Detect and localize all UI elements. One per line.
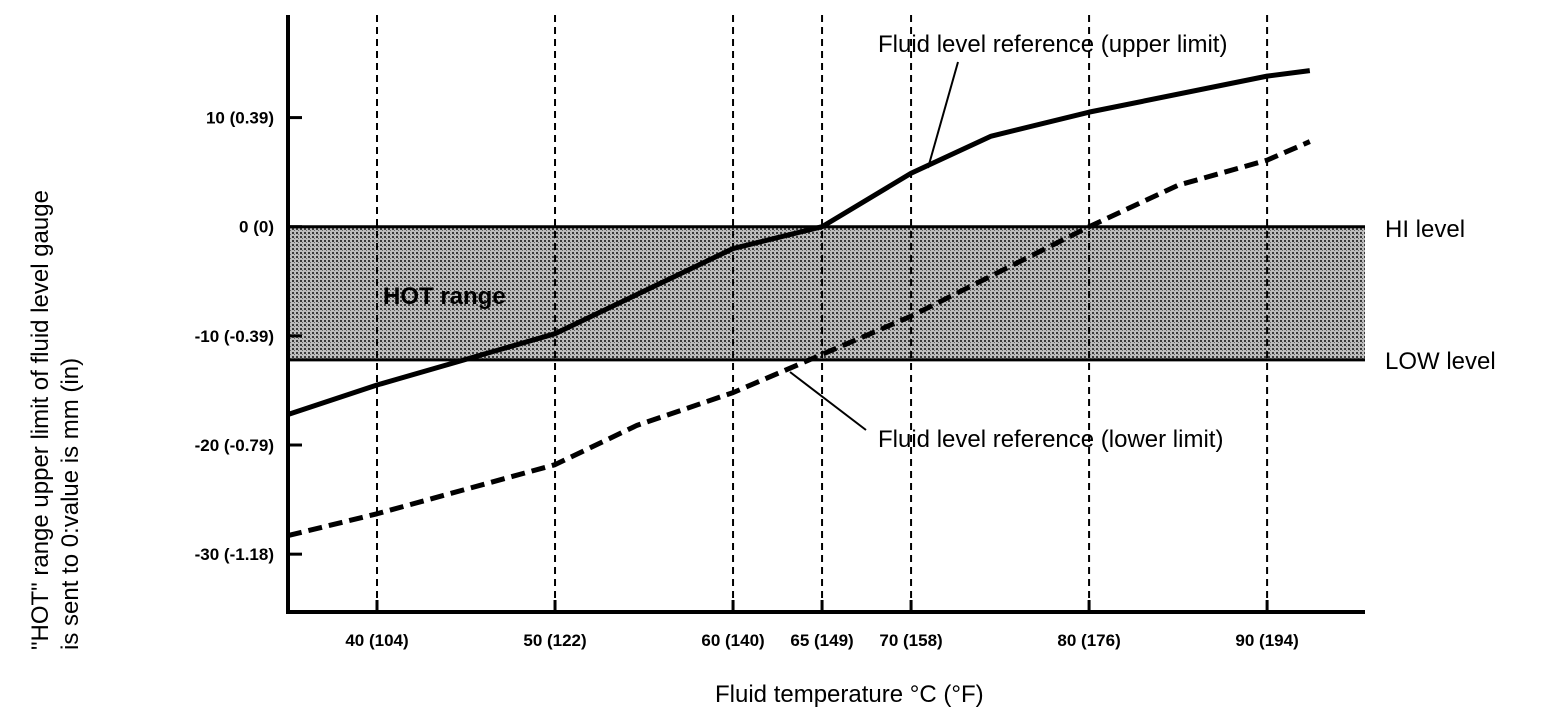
x-tick-label: 90 (194) — [1235, 631, 1298, 650]
y-tick-label: -30 (-1.18) — [195, 545, 274, 564]
y-tick-label: 0 (0) — [239, 218, 274, 237]
lower-limit-annotation: Fluid level reference (lower limit) — [878, 426, 1223, 453]
x-tick-label: 50 (122) — [523, 631, 586, 650]
hot-range-band — [288, 226, 1365, 360]
y-tick-label: -20 (-0.79) — [195, 436, 274, 455]
hot-range-label: HOT range — [383, 283, 506, 310]
x-tick-label: 40 (104) — [345, 631, 408, 650]
x-tick-label: 80 (176) — [1057, 631, 1120, 650]
low-level-label: LOW level — [1385, 348, 1496, 375]
upper-limit-leader — [927, 61, 959, 169]
y-axis-label-line2: is sent to 0:value is mm (in) — [57, 358, 84, 650]
y-axis-label-line1: "HOT" range upper limit of fluid level g… — [27, 190, 54, 650]
upper-limit-line — [287, 68, 1311, 417]
lower-limit-leader — [789, 371, 867, 431]
y-tick-label: -10 (-0.39) — [195, 327, 274, 346]
hi-level-label: HI level — [1385, 216, 1465, 243]
upper-limit-annotation: Fluid level reference (upper limit) — [878, 31, 1227, 58]
lower-limit-line — [287, 139, 1311, 539]
x-axis-label: Fluid temperature °C (°F) — [715, 681, 984, 708]
x-tick-label: 65 (149) — [790, 631, 853, 650]
x-tick-label: 70 (158) — [879, 631, 942, 650]
x-tick-label: 60 (140) — [701, 631, 764, 650]
y-tick-label: 10 (0.39) — [206, 109, 274, 128]
